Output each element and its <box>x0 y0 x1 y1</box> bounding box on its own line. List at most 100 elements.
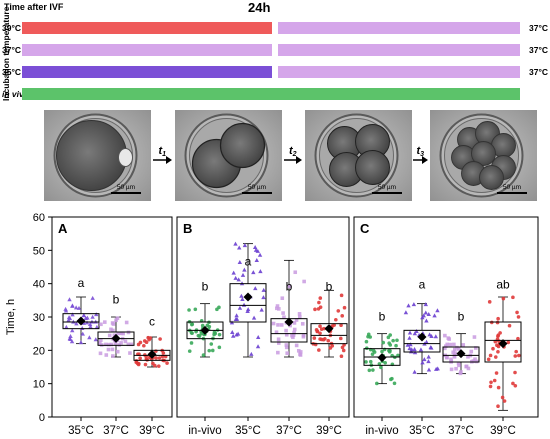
box-in-vivo: b in-vivo <box>186 279 224 437</box>
data-point <box>496 349 500 354</box>
data-point <box>150 356 155 360</box>
data-point <box>453 347 457 352</box>
data-point <box>420 315 425 320</box>
data-point <box>245 309 250 314</box>
stage-arrows: t1 t2 t3 <box>153 145 428 164</box>
data-point <box>142 339 147 343</box>
data-point <box>421 313 426 318</box>
data-point <box>379 365 383 370</box>
significance-letter: c <box>149 314 155 328</box>
data-point <box>426 312 431 317</box>
box-in-vivo: b in-vivo <box>363 309 401 437</box>
data-point <box>366 332 371 337</box>
data-point <box>71 319 76 324</box>
data-point <box>281 311 285 315</box>
scale-bar-label: 50 µm <box>248 184 266 191</box>
data-point <box>318 324 322 328</box>
box-mean <box>456 349 466 359</box>
incubation-temperature-axis-label: Incubation temperature <box>1 6 11 101</box>
data-point <box>423 310 428 315</box>
x-tick-label: in-vivo <box>365 425 398 437</box>
data-point <box>381 353 386 358</box>
data-point <box>328 333 333 338</box>
data-point <box>497 339 501 343</box>
arrow-t2: t2 <box>284 145 302 164</box>
box-iqr <box>270 318 308 343</box>
data-point <box>156 364 161 368</box>
bar-left-label: 39°C <box>2 23 21 33</box>
data-point <box>489 380 493 385</box>
data-point <box>249 351 254 356</box>
data-point <box>493 339 498 344</box>
data-point <box>213 331 218 336</box>
data-point <box>69 339 75 344</box>
data-point <box>298 353 303 357</box>
data-point <box>276 337 281 342</box>
data-point <box>406 303 411 308</box>
data-point <box>64 324 69 329</box>
data-point <box>144 355 148 359</box>
data-point <box>70 303 75 308</box>
significance-letter: b <box>286 279 293 293</box>
box-mean <box>377 353 387 363</box>
data-point <box>113 338 117 343</box>
significance-letter: b <box>379 309 386 323</box>
data-point <box>342 343 346 347</box>
data-point <box>277 307 281 311</box>
data-point <box>416 332 422 337</box>
data-point <box>407 346 412 351</box>
data-point <box>412 331 418 336</box>
data-point <box>98 351 103 356</box>
data-point <box>276 350 280 355</box>
bar-segment-before <box>22 66 272 78</box>
data-point <box>433 334 439 339</box>
box-35°C: a 35°C <box>62 276 100 437</box>
data-point <box>129 342 134 347</box>
data-point <box>336 309 341 313</box>
data-point <box>148 353 153 358</box>
data-point <box>197 334 202 339</box>
data-point <box>435 308 440 313</box>
y-axis-label: Time, h <box>5 299 17 335</box>
data-point <box>107 333 112 338</box>
data-point <box>109 342 114 347</box>
data-point <box>339 354 344 359</box>
data-point <box>292 321 297 325</box>
data-point <box>136 352 140 356</box>
significance-letter: ab <box>496 278 510 292</box>
data-point <box>284 320 289 325</box>
data-point <box>291 333 296 337</box>
data-point <box>151 361 155 366</box>
data-point <box>145 358 149 362</box>
significance-letter: b <box>458 309 465 323</box>
data-point <box>279 323 284 327</box>
data-point <box>315 329 320 334</box>
data-point <box>112 333 117 338</box>
bar-segment-before <box>22 44 272 56</box>
data-point <box>366 334 370 339</box>
x-tick-label: in-vivo <box>188 425 221 437</box>
data-point <box>296 348 301 353</box>
data-point <box>233 275 238 280</box>
data-point <box>113 341 118 345</box>
data-point <box>449 359 454 363</box>
data-point <box>107 342 111 347</box>
data-point <box>330 324 335 328</box>
svg-text:t1: t1 <box>159 145 167 158</box>
data-point <box>474 359 479 364</box>
data-point <box>123 339 128 344</box>
data-point <box>364 346 369 350</box>
box-mean <box>324 324 334 334</box>
data-point <box>291 335 295 340</box>
data-point <box>496 344 501 349</box>
data-point <box>492 378 497 383</box>
data-point <box>446 336 451 340</box>
data-point <box>256 335 261 340</box>
data-point <box>138 356 142 361</box>
data-point <box>205 323 210 328</box>
bar-row-3: 35°C 37°C <box>2 66 548 78</box>
data-point <box>241 302 247 307</box>
y-tick-label: 10 <box>33 379 45 391</box>
data-point <box>200 323 205 328</box>
data-point <box>318 296 323 300</box>
